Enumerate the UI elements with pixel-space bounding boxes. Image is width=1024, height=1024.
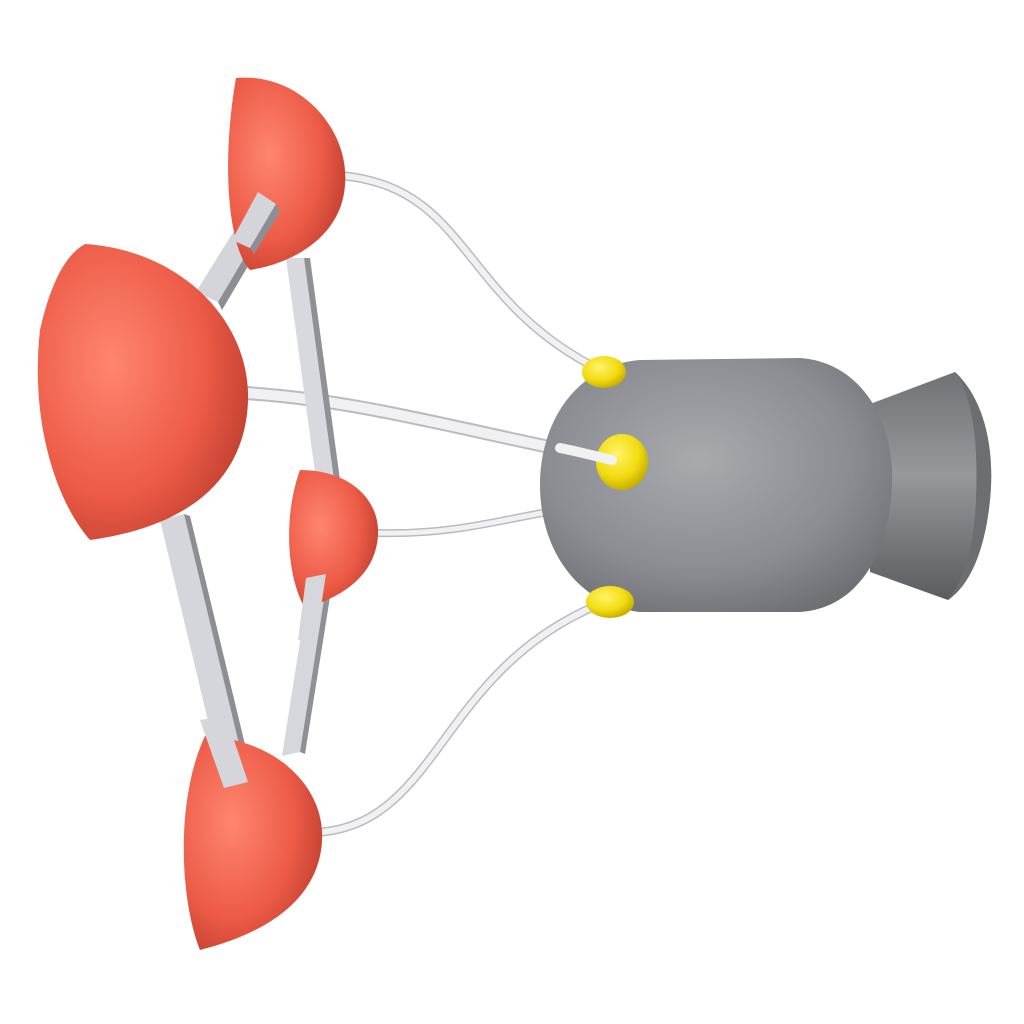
capsule-body	[540, 358, 893, 612]
capsule-nozzle	[870, 372, 992, 600]
float-middle	[289, 470, 379, 608]
rod-front-segments	[200, 192, 326, 788]
capsule-device	[540, 358, 992, 612]
connector-bottom	[586, 586, 634, 618]
float-large	[37, 244, 249, 540]
rod-upper-vertical	[286, 258, 334, 480]
cable-top	[340, 171, 605, 375]
connector-center	[596, 434, 648, 490]
connectors	[582, 356, 648, 618]
cable-tips	[555, 443, 617, 465]
floats	[37, 77, 379, 950]
connector-top	[582, 356, 626, 388]
cables	[238, 171, 619, 837]
float-bottom	[183, 736, 323, 950]
